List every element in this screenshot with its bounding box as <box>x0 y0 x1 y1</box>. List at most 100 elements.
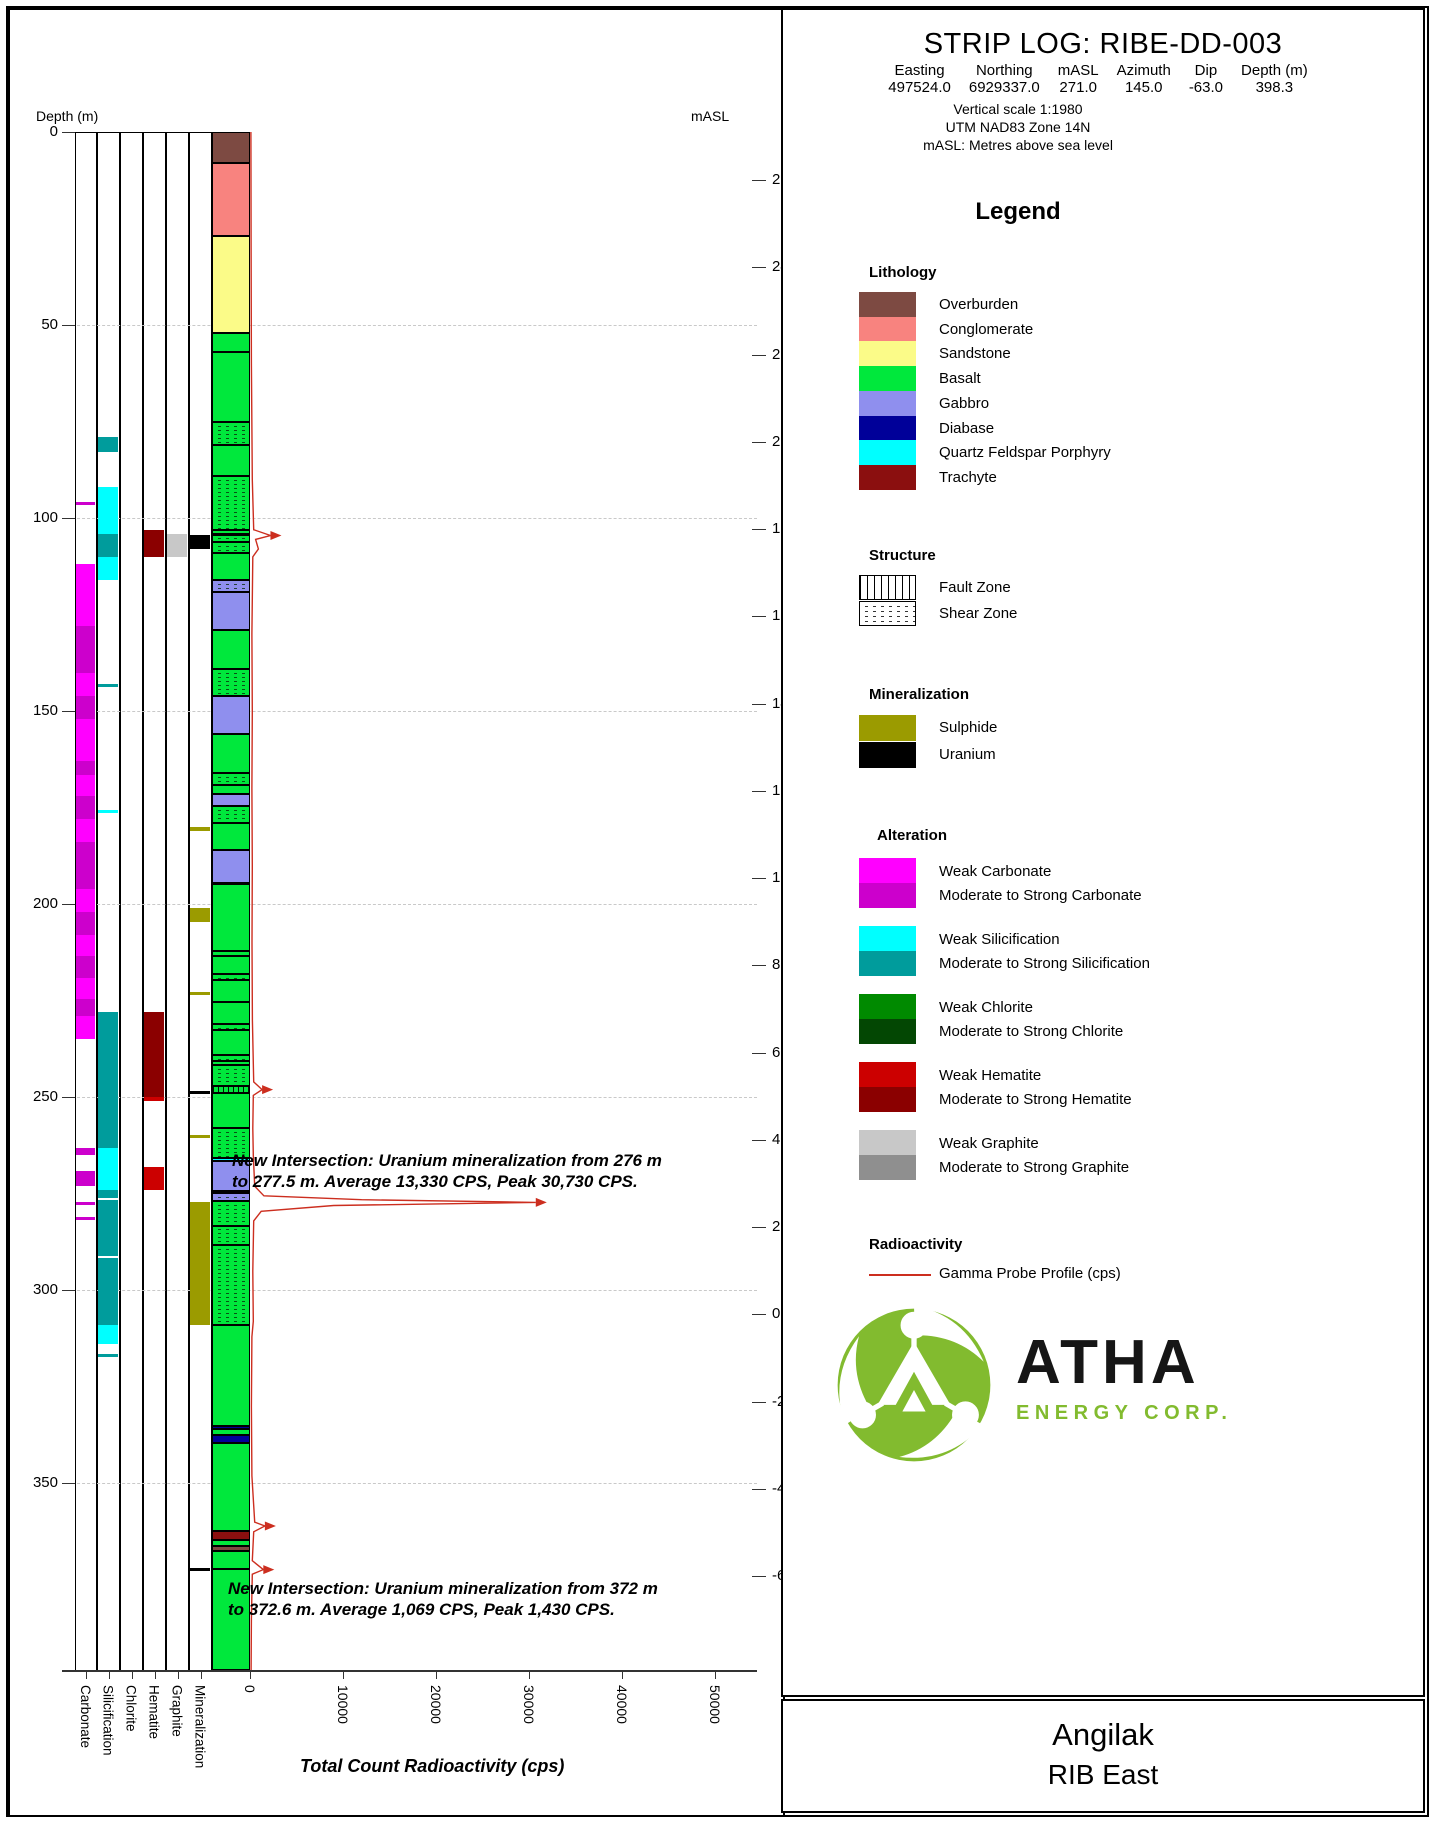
lithology-OB <box>212 1546 250 1552</box>
lithology-BA-shear <box>212 1023 250 1030</box>
carbonate-interval <box>76 695 95 719</box>
lithology-GB <box>212 1161 250 1191</box>
column-label-silicification: Silicification <box>100 1685 116 1756</box>
lithology-BA <box>212 823 250 851</box>
swatch-label-strong-hematite: Moderate to Strong Hematite <box>939 1091 1132 1108</box>
silicification-interval <box>98 684 118 688</box>
cps-axis-tick <box>529 1670 530 1679</box>
lithology-SS <box>212 236 250 333</box>
meta-label: Easting <box>894 62 945 79</box>
annotation-276m-line2: to 277.5 m. Average 13,330 CPS, Peak 30,… <box>232 1172 638 1191</box>
lithology-BA <box>212 1060 250 1065</box>
hematite-interval <box>144 1012 164 1098</box>
column-label-mineralization: Mineralization <box>192 1685 208 1769</box>
swatch-label-DI: Diabase <box>939 419 995 437</box>
swatch-strong-carbonate <box>859 883 916 908</box>
mineralization-sulphide <box>190 1201 210 1326</box>
lithology-GB-shear <box>212 579 250 592</box>
meta-value: 398.3 <box>1255 79 1294 96</box>
column-axis-tick <box>154 1670 156 1679</box>
hematite-interval <box>144 529 164 557</box>
swatch-shear <box>859 601 916 626</box>
carbonate-interval <box>76 935 95 957</box>
cps-tick-label: 30000 <box>521 1685 537 1724</box>
meta-label: Dip <box>1194 62 1218 79</box>
annotation-372m-line1: New Intersection: Uranium mineralization… <box>228 1579 658 1598</box>
swatch-label-sulphide: Sulphide <box>939 719 998 736</box>
lithology-BA <box>212 956 250 974</box>
meta-easting: Easting 497524.0 <box>888 62 951 96</box>
masl-tick <box>752 878 766 880</box>
masl-tick <box>752 790 766 792</box>
masl-tick <box>752 965 766 967</box>
company-logo: ATHA ENERGY CORP. <box>821 1302 1391 1472</box>
lithology-heading: Lithology <box>869 264 937 281</box>
masl-axis-title: mASL <box>691 108 730 124</box>
page-title: STRIP LOG: RIBE-DD-003 <box>923 28 1283 60</box>
swatch-label-SS: Sandstone <box>939 345 1011 363</box>
lithology-BA <box>212 1429 250 1435</box>
lithology-BA-shear <box>212 772 250 785</box>
swatch-label-strong-carbonate: Moderate to Strong Carbonate <box>939 887 1142 904</box>
depth-tick <box>62 1290 75 1292</box>
lithology-BA-shear <box>212 1200 250 1326</box>
lithology-BA <box>212 332 250 422</box>
lithology-BA <box>212 529 250 535</box>
gamma-legend-label: Gamma Probe Profile (cps) <box>939 1265 1121 1282</box>
meta-azimuth: Azimuth 145.0 <box>1117 62 1171 96</box>
mineralization-uranium <box>190 534 210 550</box>
lithology-BA-shear <box>212 1054 250 1061</box>
swatch-label-BA: Basalt <box>939 370 981 388</box>
lithology-TR <box>212 1530 250 1540</box>
meta-value: -63.0 <box>1188 79 1224 96</box>
swatch-BA <box>859 366 916 392</box>
masl-tick <box>752 441 766 443</box>
scale-note-masl: mASL: Metres above sea level <box>923 137 1113 153</box>
carbonate-interval <box>76 1170 95 1187</box>
depth-gridline-250 <box>62 1097 757 1099</box>
gamma-spike-arrow <box>535 1197 547 1207</box>
swatch-label-shear: Shear Zone <box>939 605 1018 622</box>
annotation-372m: New Intersection: Uranium mineralization… <box>228 1578 658 1620</box>
depth-axis-title: Depth (m) <box>36 108 99 124</box>
structure-heading: Structure <box>869 547 936 564</box>
swatch-label-strong-graphite: Moderate to Strong Graphite <box>939 1159 1130 1176</box>
lithology-GB <box>212 794 250 806</box>
lithology-BA <box>212 1539 250 1547</box>
depth-tick-label: 150 <box>32 702 58 720</box>
carbonate-interval <box>76 1217 95 1221</box>
lithology-contact <box>212 1000 250 1003</box>
masl-tick <box>752 616 766 618</box>
depth-tick-label: 0 <box>49 123 58 140</box>
carbonate-interval <box>76 888 95 912</box>
lithology-BA-shear <box>212 475 250 530</box>
lithology-BA <box>212 1551 250 1670</box>
cps-tick-label: 50000 <box>707 1685 723 1724</box>
lithology-GB <box>212 695 250 735</box>
atha-logo-icon <box>837 1305 991 1462</box>
column-axis-tick <box>200 1670 202 1679</box>
gamma-spike-arrow <box>263 1565 275 1575</box>
cps-axis-tick <box>622 1670 623 1679</box>
area-name: RIB East <box>1047 1759 1159 1790</box>
swatch-label-CG: Conglomerate <box>939 320 1034 338</box>
meta-label: mASL <box>1057 62 1099 79</box>
swatch-sulphide <box>859 715 916 741</box>
cps-axis-tick <box>343 1670 344 1679</box>
lithology-BA-shear <box>212 1064 250 1086</box>
carbonate-interval <box>76 1147 95 1156</box>
carbonate-interval <box>76 501 95 505</box>
meta-value: 145.0 <box>1124 79 1163 96</box>
masl-tick <box>752 1314 766 1316</box>
mineralization-uranium <box>190 1090 210 1094</box>
masl-tick <box>752 1052 766 1054</box>
masl-tick <box>752 1139 766 1141</box>
swatch-label-GB: Gabbro <box>939 394 990 412</box>
mineralization-sulphide <box>190 1135 210 1139</box>
swatch-GB <box>859 390 916 416</box>
mineralization-sulphide <box>190 992 210 996</box>
swatch-label-uranium: Uranium <box>939 746 996 763</box>
gamma-spike-arrow <box>270 531 282 541</box>
gamma-legend-line <box>869 1274 931 1276</box>
lithology-OB <box>212 132 250 163</box>
